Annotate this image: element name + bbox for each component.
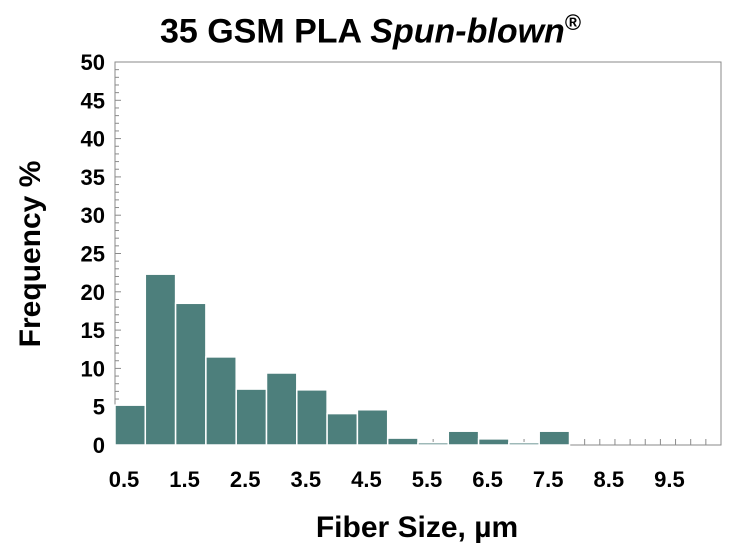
histogram-bar bbox=[235, 388, 268, 446]
y-tick-label: 5 bbox=[93, 395, 105, 420]
x-tick-label: 4.5 bbox=[351, 467, 382, 492]
histogram-bar bbox=[538, 430, 571, 446]
y-tick-label: 10 bbox=[81, 356, 105, 381]
registered-mark: ® bbox=[564, 10, 582, 35]
x-tick-label: 8.5 bbox=[594, 467, 625, 492]
histogram-bar bbox=[417, 441, 450, 446]
x-tick-label: 0.5 bbox=[109, 467, 140, 492]
y-tick-label: 25 bbox=[81, 242, 105, 267]
histogram-bar bbox=[205, 356, 237, 446]
y-tick-label: 45 bbox=[81, 88, 105, 113]
y-tick-label: 40 bbox=[81, 127, 105, 152]
histogram-bar bbox=[265, 372, 298, 446]
x-tick-label: 6.5 bbox=[472, 467, 503, 492]
histogram-bar bbox=[326, 412, 359, 446]
y-axis-label: Frequency % bbox=[14, 161, 47, 348]
x-tick-label: 9.5 bbox=[654, 467, 685, 492]
x-tick-label: 7.5 bbox=[533, 467, 564, 492]
x-tick-label: 3.5 bbox=[291, 467, 322, 492]
histogram-bar bbox=[144, 273, 177, 446]
x-tick-label: 1.5 bbox=[169, 467, 200, 492]
y-tick-label: 35 bbox=[81, 165, 105, 190]
chart-title-italic: Spun-blown bbox=[370, 12, 565, 51]
histogram-bar bbox=[356, 409, 389, 446]
histogram-bar bbox=[174, 302, 207, 446]
histogram-bar bbox=[447, 430, 480, 446]
x-tick-label: 2.5 bbox=[230, 467, 261, 492]
y-tick-label: 0 bbox=[93, 433, 105, 458]
x-axis-label: Fiber Size, µm bbox=[316, 511, 518, 544]
y-tick-label: 15 bbox=[81, 318, 105, 343]
plot-area: 0 5 10 15 20 25 30 35 40 45 50 0.5 1.5 2.5 3.5 4.5 5.5 6.… bbox=[81, 50, 722, 492]
chart-title-main: 35 GSM PLA bbox=[159, 12, 371, 51]
histogram-bar bbox=[386, 437, 419, 446]
x-tick-label: 5.5 bbox=[412, 467, 443, 492]
chart-title: 35 GSM PLA Spun-blown® bbox=[0, 10, 741, 51]
y-tick-label: 30 bbox=[81, 203, 105, 228]
y-tick-label: 20 bbox=[81, 280, 105, 305]
y-tick-label: 50 bbox=[81, 50, 105, 75]
histogram-bar bbox=[114, 404, 147, 446]
histogram-bar bbox=[508, 441, 540, 446]
histogram-bar bbox=[296, 389, 328, 446]
histogram-bar bbox=[477, 438, 510, 446]
